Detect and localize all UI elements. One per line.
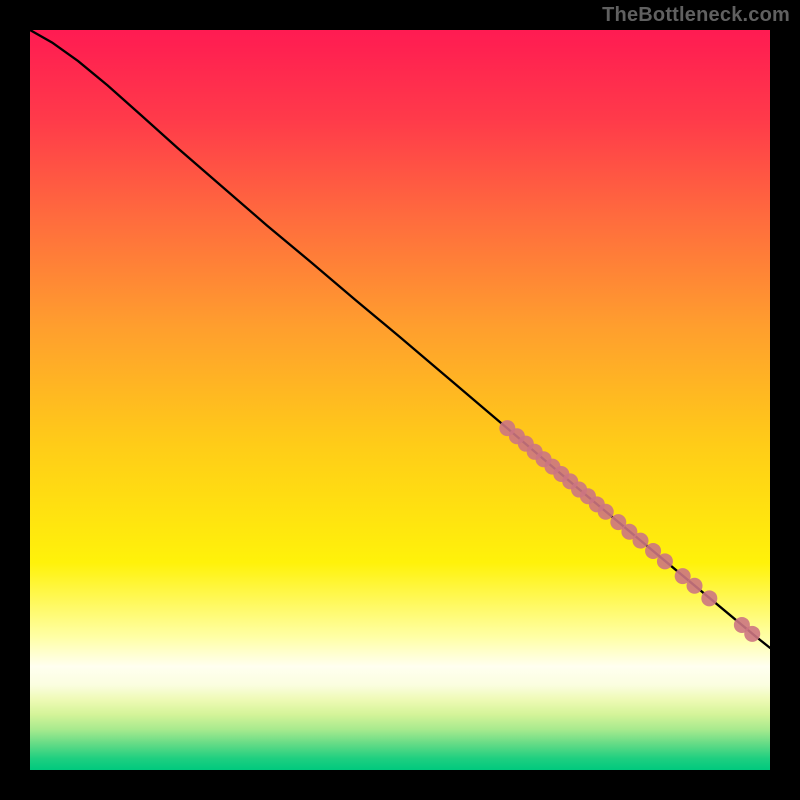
data-marker — [598, 504, 614, 520]
data-marker — [657, 553, 673, 569]
gradient-plot-area — [30, 30, 770, 770]
data-marker — [633, 533, 649, 549]
data-marker — [701, 590, 717, 606]
chart-svg — [0, 0, 800, 800]
data-marker — [687, 578, 703, 594]
watermark-text: TheBottleneck.com — [602, 4, 790, 27]
data-marker — [744, 626, 760, 642]
chart-container: TheBottleneck.com — [0, 0, 800, 800]
